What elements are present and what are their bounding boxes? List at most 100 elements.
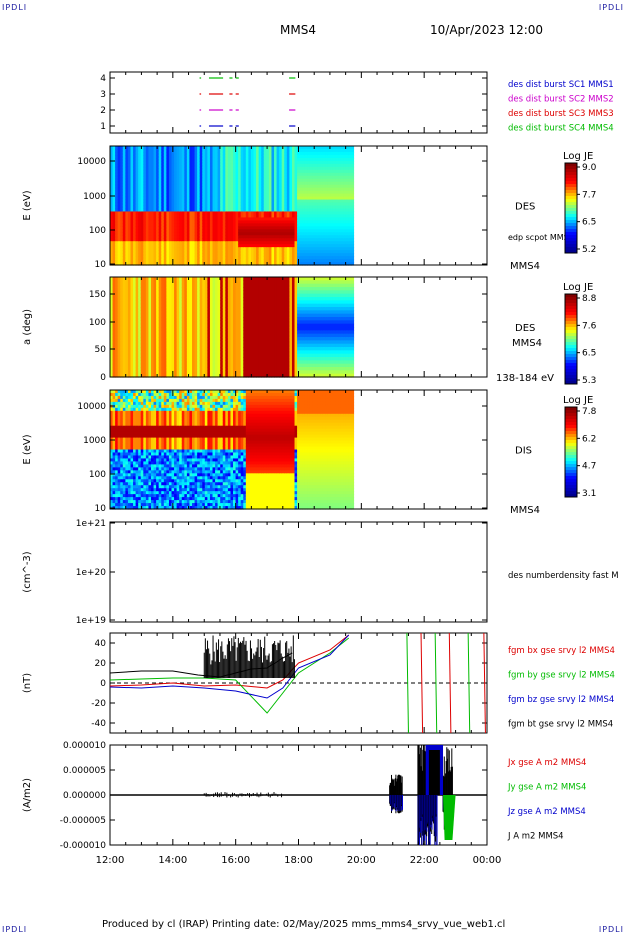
heatmap-cell [110,211,114,216]
heatmap-cell [297,256,301,260]
heatmap-cell [115,241,119,245]
heatmap-cell [112,340,116,345]
heatmap-cell [127,303,132,308]
heatmap-cell [320,166,324,171]
heatmap-cell [112,208,116,213]
heatmap-cell [245,262,249,266]
heatmap-cell [338,214,342,218]
heatmap-cell [250,151,255,156]
heatmap-cell [327,181,332,186]
heatmap-cell [166,353,170,358]
heatmap-cell [140,337,144,341]
heatmap-cell [197,217,201,221]
heatmap-cell [110,313,114,318]
heatmap-cell [286,229,291,233]
heatmap-cell [174,146,178,150]
heatmap-cell [258,169,262,174]
heatmap-cell [348,196,352,201]
heatmap-cell [212,172,216,177]
heatmap-cell [217,247,221,251]
heatmap-cell [166,199,170,204]
heatmap-cell [153,247,157,251]
heatmap-cell [166,297,170,301]
heatmap-cell [307,235,311,239]
heatmap-cell [174,211,178,216]
heatmap-cell [153,253,157,257]
heatmap-cell [281,229,285,233]
heatmap-cell [307,184,311,189]
heatmap-cell [276,190,280,195]
heatmap-cell [192,223,196,227]
heatmap-cell [176,187,180,192]
heatmap-cell [184,280,188,285]
heatmap-cell [266,217,270,221]
heatmap-cell [227,187,232,192]
heatmap-cell [233,148,237,153]
heatmap-cell [156,370,160,375]
heatmap-cell [186,287,191,291]
heatmap-cell [302,253,306,257]
heatmap-cell [145,232,150,236]
heatmap-cell [197,208,201,213]
heatmap-cell [268,146,273,150]
heatmap-cell [186,320,191,325]
heatmap-cell [158,157,162,162]
heatmap-cell [202,202,206,207]
heatmap-cell [171,211,175,216]
heatmap-cell [207,256,211,260]
heatmap-cell [176,223,180,227]
heatmap-cell [258,259,262,263]
heatmap-cell [243,208,247,213]
heatmap-cell [315,217,319,221]
heatmap-cell [312,163,316,168]
heatmap-cell [279,241,283,245]
heatmap-cell [225,146,229,150]
heatmap-cell [125,310,129,315]
burst-y-tick-label: 2 [100,106,106,116]
heatmap-cell [112,217,116,221]
heatmap-cell [225,190,229,195]
heatmap-cell [181,310,185,315]
heatmap-cell [143,373,147,378]
heatmap-cell [110,373,114,378]
heatmap-cell [174,280,178,285]
heatmap-cell [148,205,152,210]
heatmap-cell [325,196,329,201]
heatmap-cell [220,157,224,162]
heatmap-cell [156,217,160,221]
heatmap-cell [271,256,275,260]
heatmap-cell [158,187,162,192]
heatmap-cell [145,320,150,325]
heatmap-cell [133,238,137,242]
heatmap-cell [268,148,273,153]
heatmap-cell [248,157,252,162]
heatmap-cell [166,151,170,156]
heatmap-cell [130,363,134,368]
heatmap-cell [122,163,126,168]
heatmap-cell [145,169,150,174]
heatmap-cell [127,235,132,239]
heatmap-cell [309,154,314,159]
heatmap-cell [258,146,262,150]
heatmap-cell [168,259,173,263]
heatmap-cell [184,169,188,174]
heatmap-cell [330,181,334,186]
heatmap-cell [256,214,260,218]
heatmap-cell [286,217,291,221]
heatmap-cell [279,181,283,186]
heatmap-cell [125,357,129,361]
heatmap-cell [261,232,265,236]
heatmap-cell [348,259,352,263]
heatmap-cell [317,202,321,207]
heatmap-cell [138,154,142,159]
heatmap-cell [197,205,201,210]
heatmap-cell [110,166,114,171]
heatmap-cell [279,193,283,198]
heatmap-cell [279,190,283,195]
heatmap-cell [110,238,114,242]
heatmap-cell [258,205,262,210]
heatmap-cell [209,262,214,266]
heatmap-cell [151,283,155,288]
heatmap-cell [338,253,342,257]
heatmap-cell [122,148,126,153]
